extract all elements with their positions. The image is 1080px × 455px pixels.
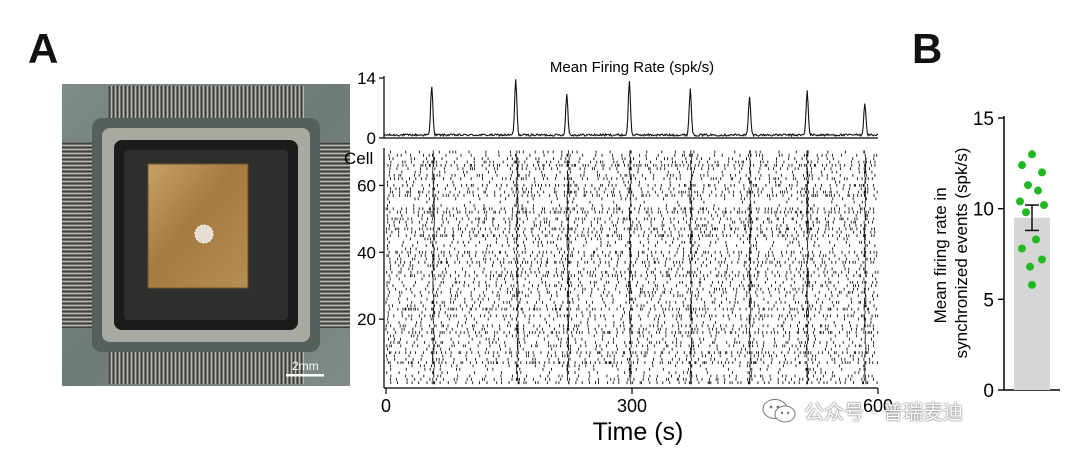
raster-y-tick-label: 40 <box>357 243 376 262</box>
bar-data-point <box>1034 186 1042 195</box>
bar-data-point <box>1032 235 1040 244</box>
scale-bar-label: 2mm <box>292 359 319 373</box>
bar-data-point <box>1024 181 1032 190</box>
bar-data-point <box>1040 201 1048 210</box>
bar-data-point <box>1028 280 1036 289</box>
trace-line <box>383 79 879 138</box>
raster-spikes <box>385 150 879 385</box>
bar-data-point <box>1038 255 1046 264</box>
bar-mean <box>1014 217 1050 390</box>
mean-firing-rate-trace: Mean Firing Rate (spk/s) 0 14 <box>357 59 879 148</box>
raster-x-tick-label: 600 <box>863 396 893 416</box>
watermark: 公众号 · 普瑞麦迪 <box>762 396 963 425</box>
trace-title: Mean Firing Rate (spk/s) <box>550 59 714 76</box>
panel-label-a: A <box>28 25 59 72</box>
bar-y-tick-label: 15 <box>973 109 994 130</box>
bar-data-point <box>1018 161 1026 170</box>
bar-data-point <box>1038 168 1046 177</box>
bar-data-point <box>1026 262 1034 271</box>
bar-data-point <box>1018 244 1026 253</box>
raster-x-tick-label: 0 <box>381 396 391 416</box>
panel-label-b: B <box>912 25 943 72</box>
trace-y-tick-label: 0 <box>367 129 376 148</box>
bar-y-label-line-1: Mean firing rate in <box>931 187 950 323</box>
bar-y-tick-label: 0 <box>983 381 994 402</box>
mea-chip-photo: 2mm <box>62 84 350 386</box>
bar-data-point <box>1016 197 1024 206</box>
raster-x-label: Time (s) <box>593 418 684 446</box>
raster-y-tick-label: 60 <box>357 176 376 195</box>
raster-y-tick-label: 20 <box>357 310 376 329</box>
bar-y-label: Mean firing rate in synchronized events … <box>931 148 971 359</box>
watermark-text: 公众号 · 普瑞麦迪 <box>804 400 964 424</box>
bar-y-tick-label: 10 <box>973 200 994 221</box>
synchronized-events-bar-chart: 0 5 10 15 Mean firing rate in synchronized … <box>931 109 1060 402</box>
bar-data-point <box>1028 150 1036 159</box>
spike-raster: Cell 20 40 60 0 300 600 Time (s) <box>344 148 893 446</box>
wechat-icon <box>762 398 796 422</box>
raster-y-label: Cell <box>344 149 373 168</box>
bar-y-tick-label: 5 <box>983 290 994 311</box>
raster-x-tick-label: 300 <box>617 396 647 416</box>
bar-data-point <box>1022 208 1030 217</box>
bar-y-label-line-2: synchronized events (spk/s) <box>952 148 971 359</box>
trace-y-tick-label: 14 <box>357 69 376 88</box>
